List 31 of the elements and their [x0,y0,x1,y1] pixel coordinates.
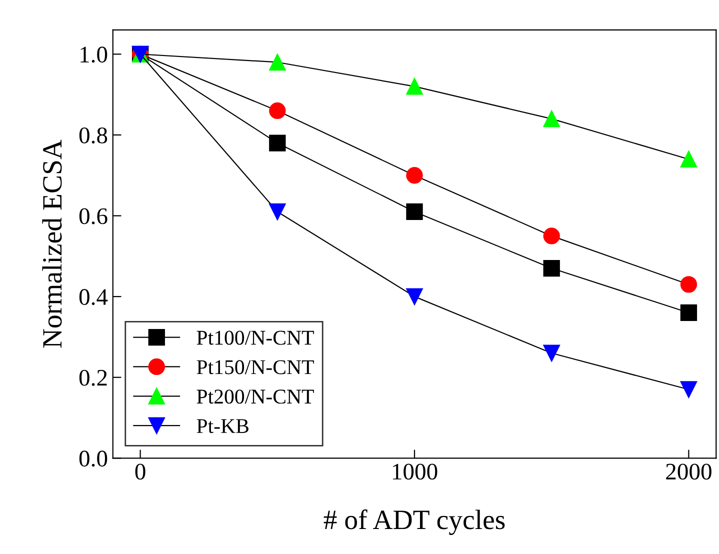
point [406,167,423,184]
x-tick-label: 2000 [666,464,712,480]
point [269,134,286,152]
point [680,304,698,322]
point [543,228,560,244]
y-axis-title: Normalized ECSA [42,140,62,348]
x-tick-label: 1000 [392,464,438,480]
x-tick-label: 0 [135,464,146,480]
y-tick-label: 0.0 [79,450,108,467]
point [543,344,560,362]
point [406,78,423,95]
legend-label: Pt150/N-CNT [196,360,314,374]
y-tick-label: 0.8 [79,127,108,144]
point [680,150,698,168]
point [269,102,286,120]
point [680,276,698,293]
point [543,110,560,128]
legend-label: Pt100/N-CNT [196,330,314,345]
point [269,54,286,71]
point [406,203,423,220]
y-tick-label: 0.6 [79,208,108,224]
point [543,260,560,277]
legend-label: Pt200/N-CNT [196,390,314,404]
point [680,381,698,398]
y-tick-label: 0.2 [79,370,107,386]
legend-label: Pt-KB [196,419,248,434]
x-axis-title: # of ADT cycles [324,509,505,535]
y-tick-label: 0.4 [79,289,108,306]
point [269,203,286,220]
point [406,288,423,305]
y-tick-label: 1.0 [80,46,108,63]
